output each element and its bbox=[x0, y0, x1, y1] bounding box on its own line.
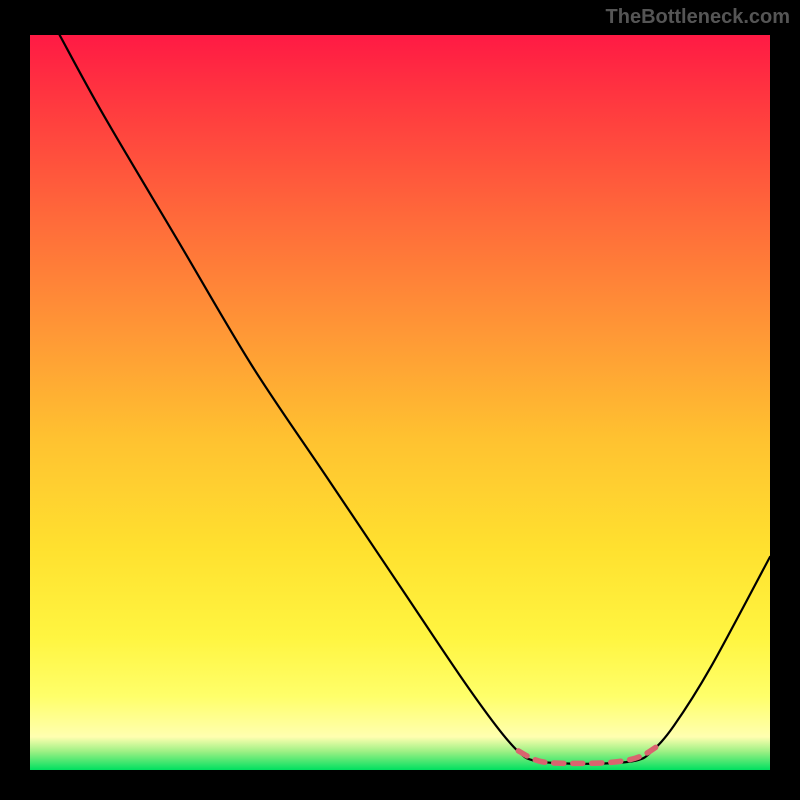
gradient-background bbox=[30, 35, 770, 770]
stage: TheBottleneck.com bbox=[0, 0, 800, 800]
plot-area bbox=[30, 35, 770, 770]
plot-frame bbox=[30, 35, 770, 770]
watermark-text: TheBottleneck.com bbox=[606, 6, 790, 29]
chart-svg bbox=[30, 35, 770, 770]
